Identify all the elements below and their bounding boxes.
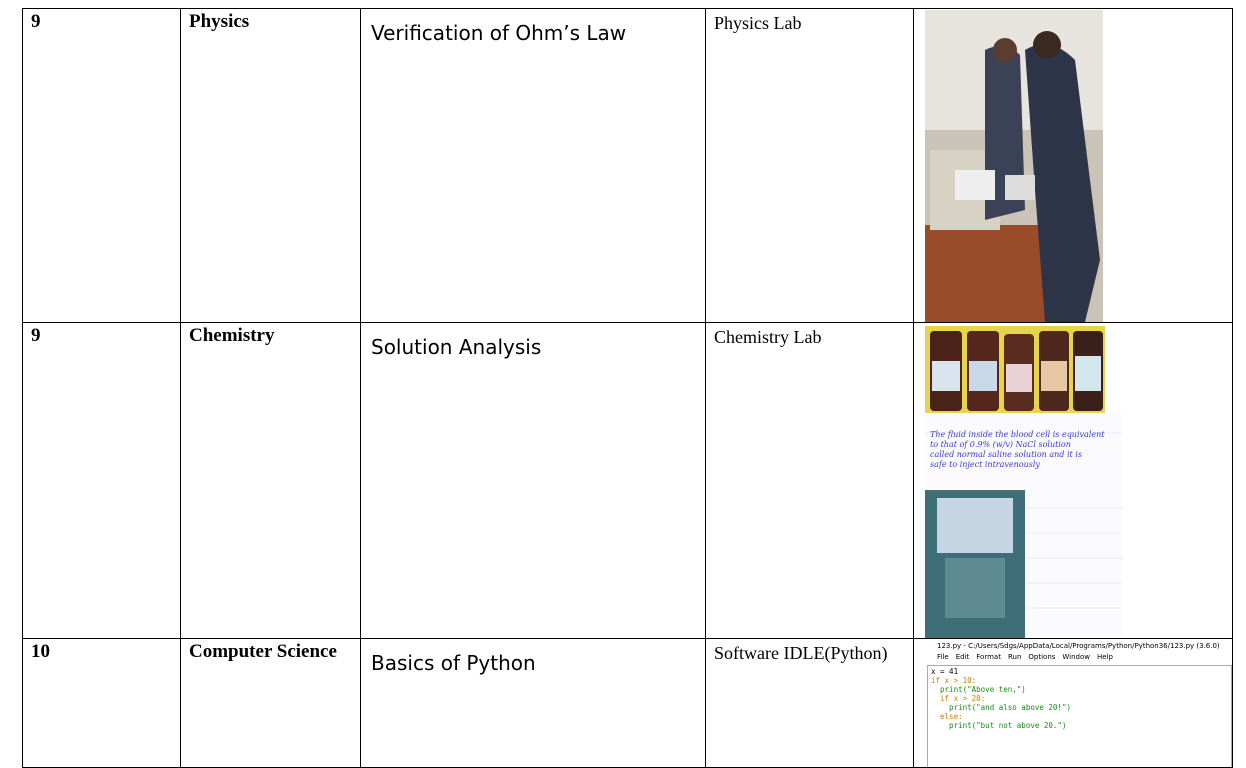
bottles-photo <box>925 326 1105 413</box>
menu-item: Run <box>1007 653 1022 661</box>
code-line: else: <box>931 712 963 721</box>
physics-photo <box>925 10 1103 322</box>
note-line: to that of 0.9% (w/v) NaCl solution <box>930 440 1071 449</box>
menu-item: Format <box>976 653 1001 661</box>
lab-cell: Software IDLE(Python) <box>705 638 914 768</box>
handwritten-note: The fluid inside the blood cell is equiv… <box>930 430 1120 470</box>
subject-cell: Physics <box>180 8 361 323</box>
note-line: The fluid inside the blood cell is equiv… <box>930 430 1105 439</box>
subject-cell: Chemistry <box>180 322 361 639</box>
menu-item: Window <box>1062 653 1091 661</box>
class-cell: 10 <box>22 638 181 768</box>
subject-cell: Computer Science <box>180 638 361 768</box>
menu-item: Options <box>1028 653 1056 661</box>
class-cell: 9 <box>22 8 181 323</box>
class-cell: 9 <box>22 322 181 639</box>
code-line: if x > 10: <box>931 676 977 685</box>
code-line: print("and also above 20!") <box>931 703 1071 712</box>
menu-item: File <box>937 653 949 661</box>
notebook-page <box>925 413 1122 638</box>
lab-cell: Chemistry Lab <box>705 322 914 639</box>
code-line: print("Above ten,") <box>931 685 1026 694</box>
note-line: called normal saline solution and it is <box>930 450 1082 459</box>
code-line: x = 41 <box>931 667 959 676</box>
menu-item: Help <box>1097 653 1113 661</box>
lab-cell: Physics Lab <box>705 8 914 323</box>
code-line: if x > 20: <box>931 694 986 703</box>
activity-cell: Verification of Ohm’s Law <box>360 8 706 323</box>
menu-bar: File Edit Format Run Options Window Help <box>925 652 1232 663</box>
note-line: safe to inject intravenously <box>930 460 1040 469</box>
menu-item: Edit <box>955 653 970 661</box>
code-line: print("but not above 20.") <box>931 721 1067 730</box>
code-editor: x = 41 if x > 10: print("Above ten,") if … <box>927 665 1232 767</box>
activity-cell: Solution Analysis <box>360 322 706 639</box>
idle-window: 123.py - C:/Users/Sdgs/AppData/Local/Pro… <box>925 641 1232 767</box>
window-title: 123.py - C:/Users/Sdgs/AppData/Local/Pro… <box>937 642 1220 650</box>
activity-cell: Basics of Python <box>360 638 706 768</box>
